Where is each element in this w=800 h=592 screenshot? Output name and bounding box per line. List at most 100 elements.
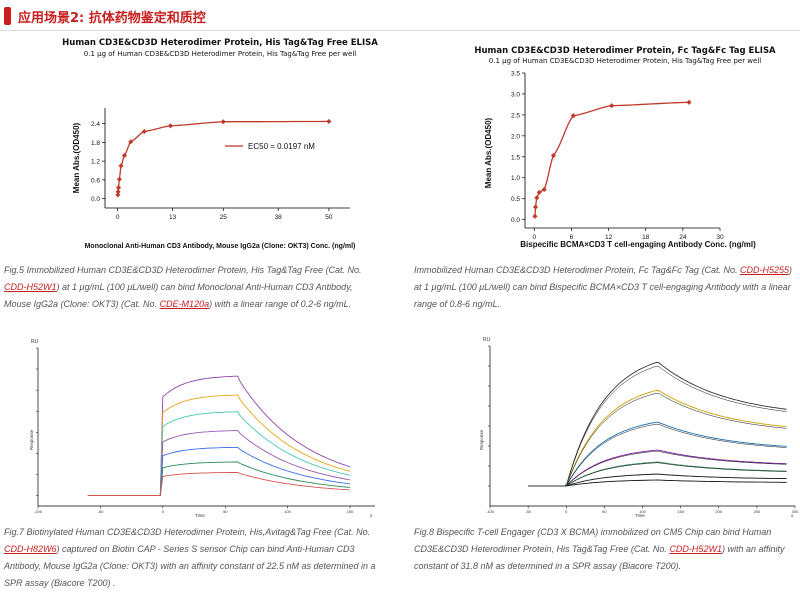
x-tick-label: 13	[169, 214, 177, 221]
y-tick-label: 0.5	[511, 196, 520, 203]
x-unit-label: s	[791, 513, 794, 518]
elisa-2-plot: 0.0 0.5 1.0 1.5 2.0 2.5 3.0 3.5 0 6 12 18 24 30 Mean …	[484, 71, 756, 250]
sensorgram-curve	[528, 421, 787, 487]
chart-subtitle: 0.1 μg of Human CD3E&CD3D Heterodimer Pr…	[488, 57, 762, 65]
x-unit-label: s	[370, 513, 373, 518]
chart-title: Human CD3E&CD3D Heterodimer Protein, Fc …	[474, 46, 776, 56]
data-point	[115, 189, 121, 195]
x-tick-label: 100	[639, 509, 646, 514]
x-tick-label: 12	[605, 234, 613, 241]
y-axis-label: Mean Abs.(OD450)	[72, 122, 81, 193]
spr-1-plot: RU -100 -50 0 50 100 150 Response Time s	[29, 339, 375, 518]
elisa-chart-2: Human CD3E&CD3D Heterodimer Protein, Fc …	[460, 38, 800, 253]
data-point	[686, 99, 692, 105]
sensorgram-curve	[528, 389, 787, 487]
catalog-link[interactable]: CDD-H82W6	[4, 544, 57, 554]
y-axis-label: Response	[29, 429, 34, 450]
x-tick-label: -100	[34, 509, 43, 514]
data-point	[167, 123, 174, 129]
sensorgram-curve	[87, 430, 351, 496]
sensorgram-curve	[87, 461, 351, 496]
data-point	[534, 195, 540, 201]
y-tick-label: 0.6	[91, 177, 100, 184]
catalog-link[interactable]: CDE-M120a	[159, 299, 210, 309]
x-tick-label: 0	[162, 509, 165, 514]
data-point	[220, 119, 226, 125]
caption-text: ) at 1 μg/mL (100 μL/well) can bind Bisp…	[414, 265, 792, 309]
data-point	[532, 204, 539, 210]
y-tick-label: 1.5	[511, 154, 520, 161]
data-point	[118, 163, 124, 169]
caption-text: ) captured on Biotin CAP - Series S sens…	[4, 544, 376, 588]
x-tick-label: -100	[486, 509, 495, 514]
ru-label: RU	[483, 337, 491, 343]
sensorgram-curve	[87, 375, 351, 496]
x-tick-label: 6	[570, 234, 574, 241]
y-tick-label: 0.0	[91, 196, 100, 203]
x-tick-label: -50	[98, 509, 105, 514]
catalog-link[interactable]: CDD-H52W1	[4, 282, 57, 292]
data-point	[541, 186, 547, 193]
fit-curve	[534, 101, 690, 217]
ru-label: RU	[31, 339, 39, 345]
chart-title: Human CD3E&CD3D Heterodimer Protein, His…	[62, 38, 378, 48]
x-tick-label: 0	[565, 509, 568, 514]
sensorgram-curve	[87, 394, 351, 496]
caption-text: ) with a linear range of 0.2-6 ng/mL.	[209, 299, 352, 309]
y-tick-label: 3.5	[511, 71, 520, 78]
catalog-link[interactable]: CDD-H5255	[739, 265, 789, 275]
caption-text: Fig.5 Immobilized Human CD3E&CD3D Hetero…	[4, 265, 362, 275]
data-point	[532, 213, 538, 219]
y-tick-label: 1.0	[511, 175, 520, 182]
x-tick-label: 30	[716, 234, 724, 241]
x-tick-label: 24	[679, 234, 687, 241]
data-point	[115, 192, 121, 198]
chart-subtitle: 0.1 μg of Human CD3E&CD3D Heterodimer Pr…	[83, 50, 357, 58]
x-tick-label: 100	[284, 509, 291, 514]
x-tick-label: 25	[220, 214, 228, 221]
fit-curve	[566, 423, 787, 485]
y-axis-label: Mean Abs.(OD450)	[484, 117, 493, 188]
x-tick-label: 150	[347, 509, 354, 514]
elisa-1-plot: 0.0 0.6 1.2 1.8 2.4 0 13 25 38 50 EC50 = 0.0197 n…	[72, 108, 355, 250]
elisa-chart-1: Human CD3E&CD3D Heterodimer Protein, His…	[55, 38, 395, 253]
y-tick-label: 3.0	[511, 91, 520, 98]
header-divider	[0, 30, 800, 31]
y-tick-label: 0.0	[511, 217, 520, 224]
spr-2-plot: RU -100 -50 0 50 100 150 200 250 300 Response Ti…	[479, 337, 799, 518]
x-tick-label: 0	[116, 214, 120, 221]
x-tick-label: 50	[223, 509, 228, 514]
x-tick-label: 18	[642, 234, 650, 241]
section-marker	[4, 7, 11, 25]
data-point	[609, 103, 615, 109]
x-tick-label: 50	[602, 509, 607, 514]
spr-chart-2: RU -100 -50 0 50 100 150 200 250 300 Response Ti…	[470, 330, 800, 520]
section-header: 应用场景2: 抗体药物鉴定和质控	[0, 0, 800, 31]
figure-caption-6: Immobilized Human CD3E&CD3D Heterodimer …	[414, 262, 798, 313]
fit-curve	[566, 474, 787, 486]
y-tick-label: 2.5	[511, 112, 520, 119]
fit-curve	[566, 365, 787, 484]
section-title: 应用场景2: 抗体药物鉴定和质控	[18, 11, 206, 26]
x-tick-label: 50	[325, 214, 333, 221]
y-axis-label: Response	[479, 429, 484, 450]
x-tick-label: 200	[715, 509, 722, 514]
fit-curve	[566, 462, 787, 486]
data-point	[121, 152, 127, 159]
x-tick-label: 0	[532, 234, 536, 241]
x-tick-label: 250	[754, 509, 761, 514]
spr-chart-1: RU -100 -50 0 50 100 150 Response Time s	[25, 330, 380, 520]
caption-text: Immobilized Human CD3E&CD3D Heterodimer …	[414, 265, 740, 275]
legend-label: EC50 = 0.0197 nM	[248, 142, 315, 151]
data-point	[115, 185, 122, 191]
y-tick-label: 1.2	[91, 159, 100, 166]
figure-caption-7: Fig.7 Biotinylated Human CD3E&CD3D Heter…	[4, 524, 376, 592]
catalog-link[interactable]: CDD-H52W1	[669, 544, 722, 554]
data-point	[326, 118, 332, 124]
sensorgram-curve	[87, 471, 351, 496]
caption-text: ) at 1 μg/mL (100 μL/well) can bind Mono…	[4, 282, 353, 309]
data-point	[536, 189, 542, 195]
x-tick-label: 150	[677, 509, 684, 514]
data-point	[116, 176, 122, 182]
fit-curve	[117, 120, 329, 195]
